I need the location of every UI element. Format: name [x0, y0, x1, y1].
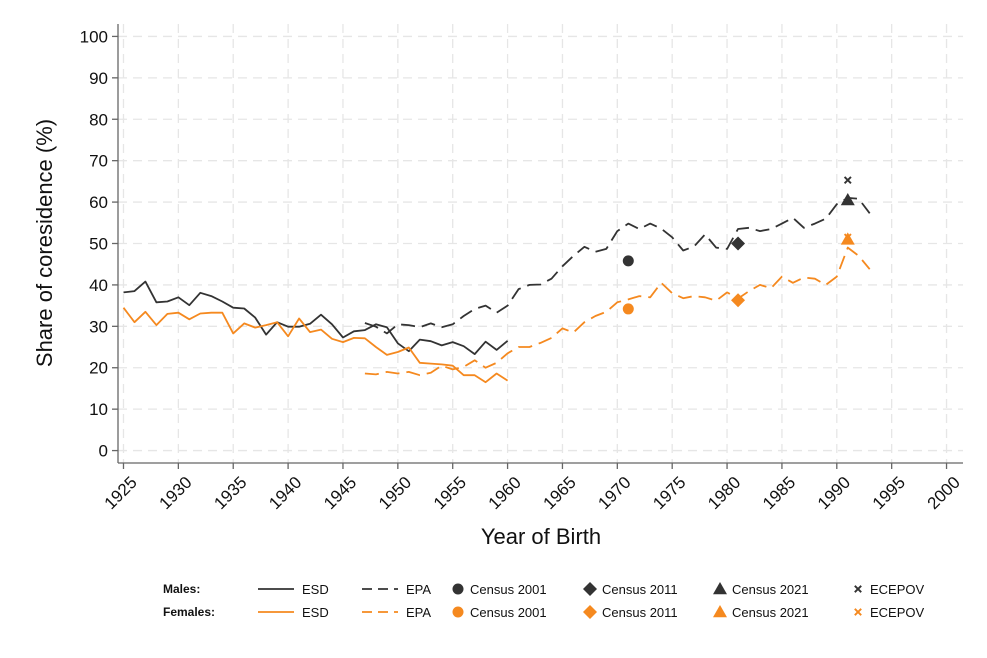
- legend-males-census-2001-swatch: [452, 583, 464, 595]
- y-tick-label: 80: [89, 110, 108, 129]
- females-epa-line: [364, 246, 871, 377]
- y-tick-label: 40: [89, 276, 108, 295]
- legend-females-ecepov-swatch-stroke-b: [854, 608, 862, 616]
- males-esd-line: [123, 280, 509, 356]
- males-census-2001-marker: [622, 255, 634, 267]
- legend-females-epa-label: EPA: [406, 605, 431, 620]
- males-ecepov-marker-stroke-b: [843, 176, 852, 185]
- legend-males-ecepov-swatch: [854, 585, 862, 593]
- y-tick-label: 50: [89, 235, 108, 254]
- legend-males-census-2011-swatch: [583, 582, 597, 596]
- males-census-2011-marker: [731, 236, 746, 251]
- x-axis-title: Year of Birth: [481, 524, 601, 549]
- marker-layer: [622, 176, 855, 315]
- males-ecepov-marker: [843, 176, 852, 185]
- legend-females-ecepov-swatch: [854, 608, 862, 616]
- legend-males-census-2011-label: Census 2011: [602, 582, 678, 597]
- y-tick-label: 30: [89, 317, 108, 336]
- legend: Males: ESD EPA Census 2001 Census 2011 Census…: [163, 582, 925, 620]
- legend-males-ecepov-swatch-stroke-b: [854, 585, 862, 593]
- males-census-2021-marker: [840, 193, 855, 206]
- series-layer: [122, 196, 871, 384]
- y-tick-label: 20: [89, 359, 108, 378]
- legend-row-label-females: Females:: [163, 605, 215, 619]
- y-tick-label: 90: [89, 69, 108, 88]
- legend-females-census-2021-label: Census 2021: [732, 605, 809, 620]
- y-tick-label: 100: [80, 27, 108, 46]
- y-tick-label: 60: [89, 193, 108, 212]
- males-epa-line: [364, 196, 871, 335]
- legend-row-label-males: Males:: [163, 582, 200, 596]
- legend-females-esd-label: ESD: [302, 605, 329, 620]
- females-ecepov-marker: [843, 233, 852, 242]
- females-census-2011-marker: [731, 293, 746, 308]
- legend-males-census-2021-label: Census 2021: [732, 582, 809, 597]
- females-ecepov-marker-stroke-b: [843, 233, 852, 242]
- y-tick-label: 10: [89, 400, 108, 419]
- legend-females-census-2001-swatch: [452, 606, 464, 618]
- y-tick-label: 70: [89, 152, 108, 171]
- legend-females-census-2011-label: Census 2011: [602, 605, 678, 620]
- legend-females-census-2011-swatch: [583, 605, 597, 619]
- legend-females-census-2001-label: Census 2001: [470, 605, 547, 620]
- females-esd-line: [122, 307, 509, 384]
- legend-males-ecepov-label: ECEPOV: [870, 582, 925, 597]
- legend-males-census-2001-label: Census 2001: [470, 582, 547, 597]
- legend-males-esd-label: ESD: [302, 582, 329, 597]
- legend-females-census-2021-swatch: [713, 605, 727, 618]
- legend-males-epa-label: EPA: [406, 582, 431, 597]
- y-tick-label: 0: [99, 442, 108, 461]
- y-axis-title: Share of coresidence (%): [32, 119, 57, 367]
- legend-females-ecepov-label: ECEPOV: [870, 605, 925, 620]
- females-census-2001-marker: [622, 303, 634, 315]
- legend-males-census-2021-swatch: [713, 582, 727, 595]
